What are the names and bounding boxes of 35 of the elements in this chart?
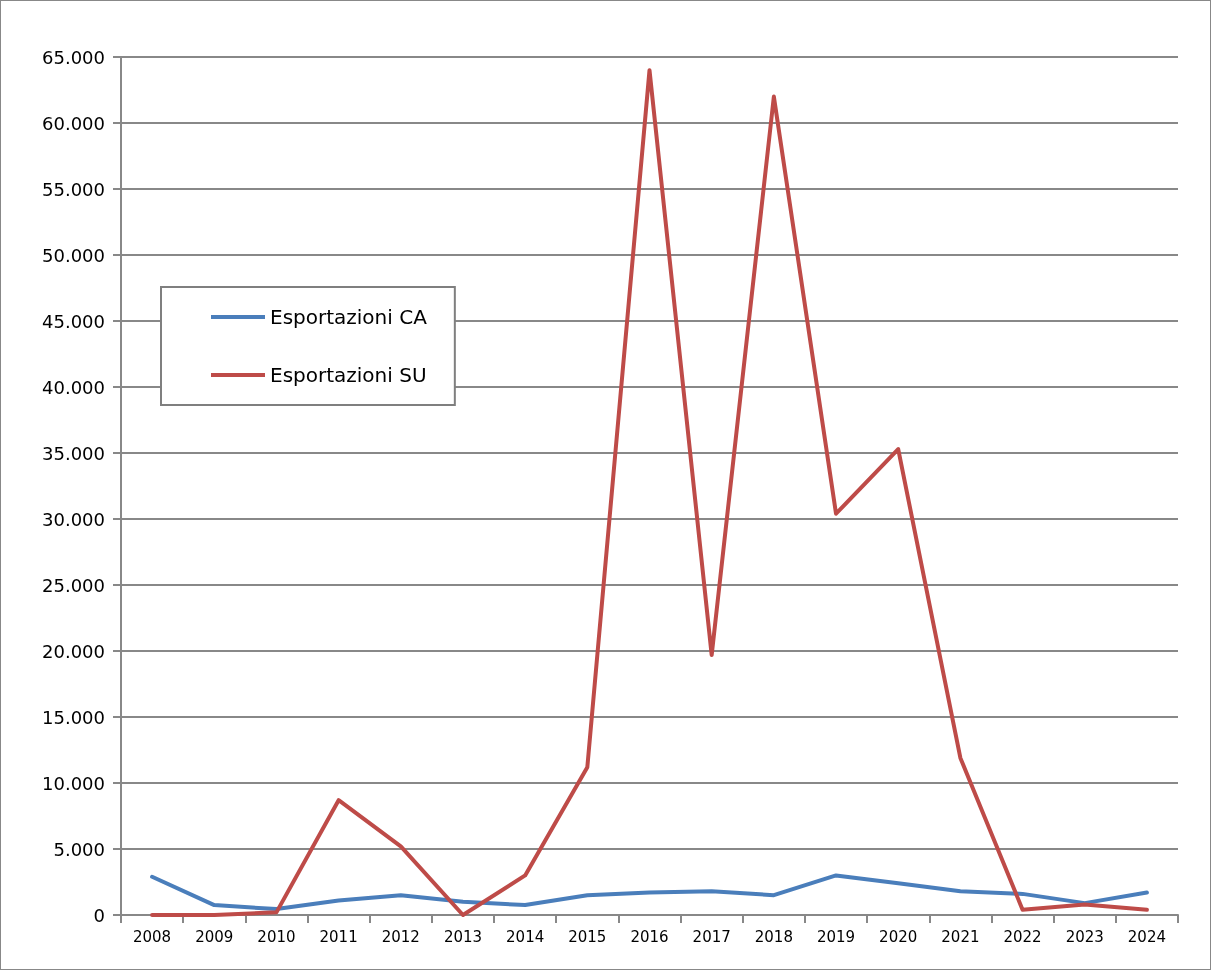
x-tick-label: 2014: [506, 927, 545, 946]
line-series: [150, 873, 1149, 912]
x-tick-label: 2016: [630, 927, 669, 946]
y-tick-label: 45.000: [42, 310, 105, 332]
x-tick-label: 2022: [1003, 927, 1042, 946]
y-tick-label: 15.000: [42, 706, 105, 728]
y-tick-label: 20.000: [42, 640, 105, 662]
x-tick-label: 2018: [754, 927, 793, 946]
x-tick-label: 2017: [692, 927, 731, 946]
x-tick-label: 2009: [195, 927, 234, 946]
line-series: [150, 68, 1149, 917]
x-tick-label: 2008: [132, 927, 172, 946]
y-tick-label: 35.000: [42, 442, 105, 464]
x-tick-label: 2012: [381, 927, 420, 946]
y-tick-label: 30.000: [42, 508, 105, 530]
legend-label: Esportazioni SU: [270, 363, 427, 387]
x-tick-label: 2011: [319, 927, 358, 946]
x-tick-label: 2021: [941, 927, 980, 946]
x-tick-label: 2013: [443, 927, 483, 946]
x-tick-label: 2023: [1065, 927, 1104, 946]
x-tick-label: 2024: [1127, 927, 1167, 946]
y-tick-label: 55.000: [42, 178, 105, 200]
x-tick-label: 2020: [879, 927, 918, 946]
x-tick-label: 2010: [257, 927, 296, 946]
x-tick-label: 2015: [568, 927, 607, 946]
y-tick-label: 25.000: [42, 574, 105, 596]
y-tick-label: 65.000: [42, 46, 105, 68]
y-tick-label: 10.000: [42, 772, 105, 794]
legend-label: Esportazioni CA: [270, 305, 428, 329]
y-tick-label: 5.000: [53, 838, 105, 860]
y-tick-label: 40.000: [42, 376, 105, 398]
y-tick-label: 50.000: [42, 244, 105, 266]
y-tick-label: 60.000: [42, 112, 105, 134]
x-tick-label: 2019: [816, 927, 856, 946]
y-tick-label: 0: [93, 904, 105, 926]
